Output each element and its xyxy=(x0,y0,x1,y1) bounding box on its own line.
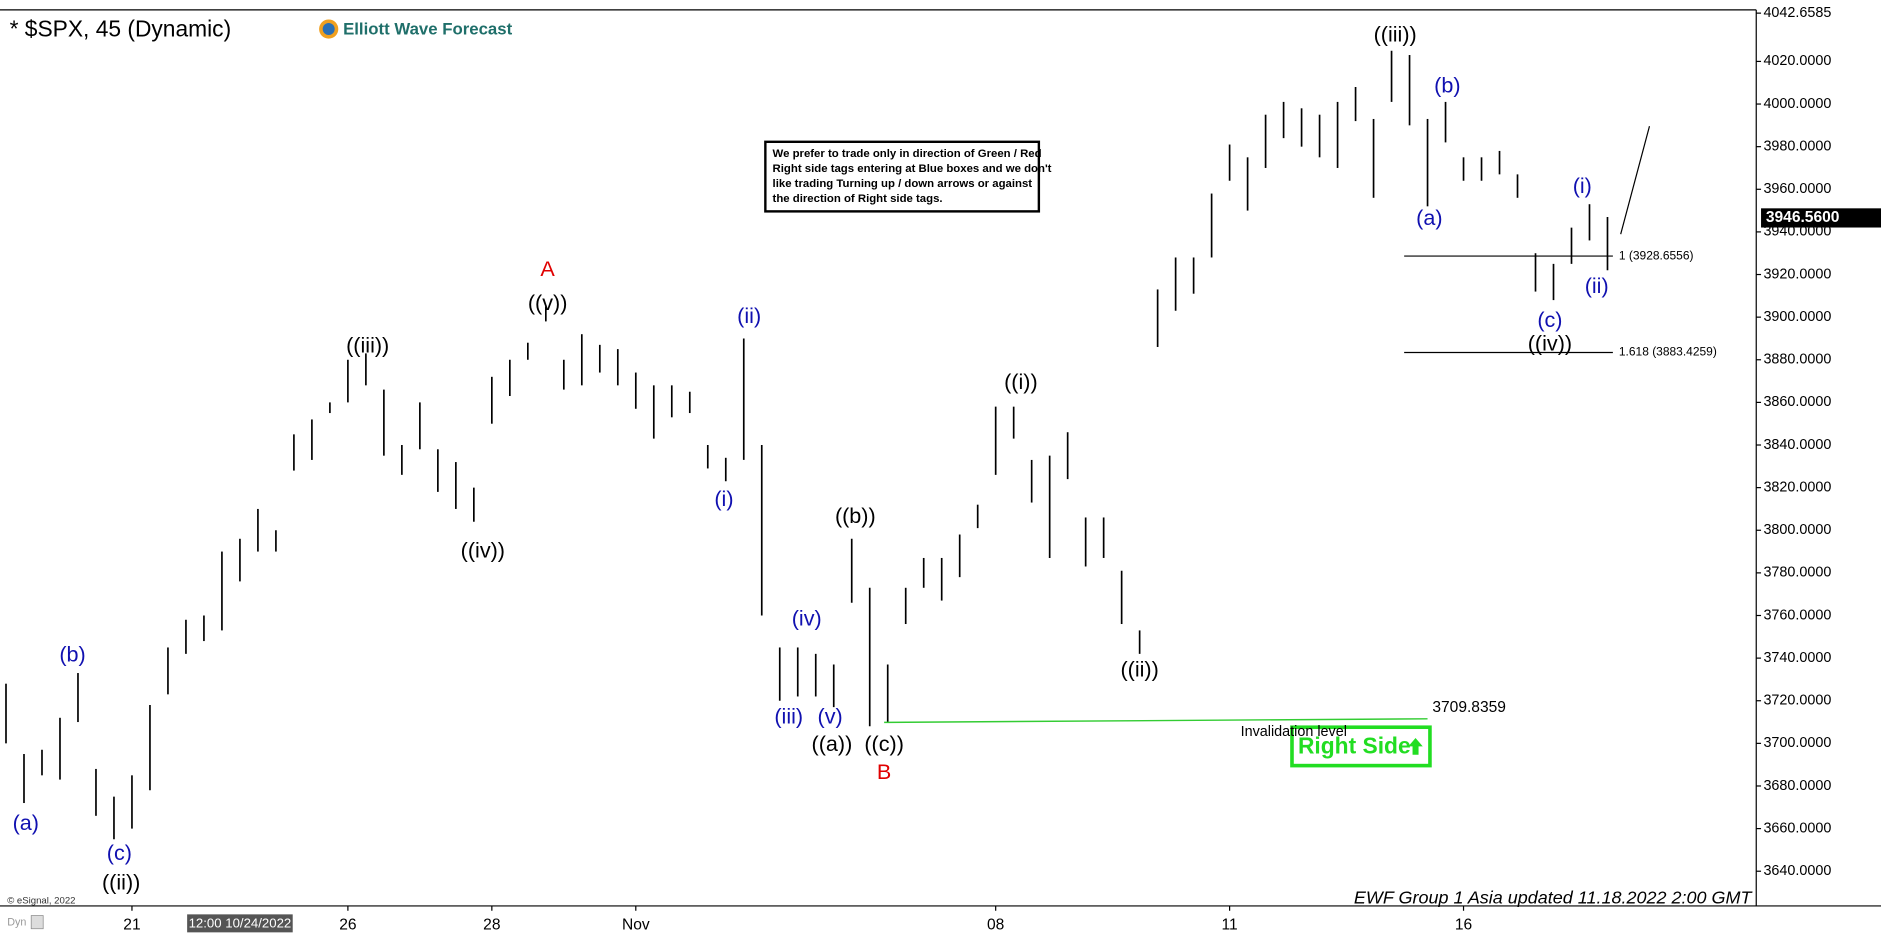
invalidation-line xyxy=(884,718,1428,724)
wave-label: (c) xyxy=(1537,307,1562,332)
note-line: like trading Turning up / down arrows or… xyxy=(773,178,1033,190)
y-tick-label: 3760.0000 xyxy=(1763,607,1831,623)
wave-label: ((v)) xyxy=(528,290,568,315)
last-price-box xyxy=(1761,208,1881,228)
y-tick-label: 3680.0000 xyxy=(1763,778,1831,794)
wave-label: ((iv)) xyxy=(461,537,505,562)
y-tick-label: 3980.0000 xyxy=(1763,138,1831,154)
y-tick-label: 3660.0000 xyxy=(1763,820,1831,836)
fib-level-label: 1 (3928.6556) xyxy=(1619,248,1694,262)
wave-label: ((iv)) xyxy=(1528,331,1572,356)
y-tick-label: 3780.0000 xyxy=(1763,565,1831,581)
right-side-tag: Right Side xyxy=(1298,733,1411,759)
brand: Elliott Wave Forecast xyxy=(343,20,513,39)
wave-label: ((ii)) xyxy=(1120,657,1158,682)
note-box xyxy=(764,140,1041,213)
wave-label: (b) xyxy=(59,642,85,667)
projection-line xyxy=(1620,126,1651,235)
wave-label: (a) xyxy=(1416,205,1442,230)
wave-label: (iv) xyxy=(792,605,822,630)
fib-level-label: 1.618 (3883.4259) xyxy=(1619,345,1717,359)
y-tick-label: 3880.0000 xyxy=(1763,352,1831,368)
up-arrow-icon xyxy=(1408,738,1423,755)
note-line: the direction of Right side tags. xyxy=(773,193,943,205)
wave-label: ((iii)) xyxy=(346,333,389,358)
y-tick-label: 3860.0000 xyxy=(1763,394,1831,410)
x-tick-label: 11 xyxy=(1222,916,1238,933)
y-tick-label: 3700.0000 xyxy=(1763,735,1831,751)
wave-label: (v) xyxy=(818,703,843,728)
y-tick-label: 3940.0000 xyxy=(1763,224,1831,240)
y-tick-label: 3840.0000 xyxy=(1763,437,1831,453)
wave-label: (i) xyxy=(1573,173,1592,198)
invalidation-label: Invalidation level xyxy=(1241,724,1347,740)
wave-label: (ii) xyxy=(737,303,761,328)
wave-label: ((iii)) xyxy=(1374,22,1417,47)
last-price-label: 3946.5600 xyxy=(1766,209,1840,226)
crosshair-label-box xyxy=(187,914,293,933)
wave-label: (ii) xyxy=(1585,273,1609,298)
invalidation-value: 3709.8359 xyxy=(1432,699,1506,716)
copyright: © eSignal, 2022 xyxy=(7,896,75,907)
x-tick-label: 21 xyxy=(123,916,140,933)
wave-label: (i) xyxy=(714,486,733,511)
note-line: Right side tags entering at Blue boxes a… xyxy=(773,163,1052,175)
y-tick-label: 3820.0000 xyxy=(1763,479,1831,495)
y-tick-label: 3640.0000 xyxy=(1763,863,1831,879)
y-tick-label: 3960.0000 xyxy=(1763,181,1831,197)
y-tick-label: 3800.0000 xyxy=(1763,522,1831,538)
logo-icon-inner xyxy=(322,23,335,36)
wave-label: (b) xyxy=(1434,73,1460,98)
x-tick-label: 08 xyxy=(987,916,1004,933)
wave-label: (c) xyxy=(107,840,132,865)
wave-label: ((a)) xyxy=(812,731,853,756)
y-tick-label: 4000.0000 xyxy=(1763,96,1831,112)
wave-label: ((b)) xyxy=(835,503,876,528)
right-side-box xyxy=(1290,725,1432,768)
note-line: We prefer to trade only in direction of … xyxy=(773,148,1042,160)
x-tick-label: 28 xyxy=(483,916,500,933)
mode-label: Dyn xyxy=(7,917,26,929)
x-tick-label: 26 xyxy=(339,916,356,933)
wave-label: ((c)) xyxy=(864,731,904,756)
y-tick-label: 4042.6585 xyxy=(1763,5,1831,21)
note: We prefer to trade only in direction of … xyxy=(773,148,1052,205)
footer: EWF Group 1 Asia updated 11.18.2022 2:00… xyxy=(1354,888,1754,908)
y-tick-label: 3920.0000 xyxy=(1763,266,1831,282)
y-tick-label: 3740.0000 xyxy=(1763,650,1831,666)
x-tick-label: Nov xyxy=(622,916,650,933)
wave-label: A xyxy=(540,256,555,281)
y-tick-label: 3720.0000 xyxy=(1763,693,1831,709)
y-tick-label: 4020.0000 xyxy=(1763,53,1831,69)
x-tick-label: 12:00 10/24/2022 xyxy=(189,915,292,930)
mode-icon xyxy=(30,915,44,930)
chart-title: * $SPX, 45 (Dynamic) xyxy=(10,15,232,41)
wave-label: ((ii)) xyxy=(102,870,140,895)
y-tick-label: 3900.0000 xyxy=(1763,309,1831,325)
brand-logo: Elliott Wave Forecast xyxy=(319,19,513,39)
x-tick-label: 16 xyxy=(1455,916,1472,933)
wave-label: ((i)) xyxy=(1004,369,1038,394)
wave-label: (iii) xyxy=(774,703,803,728)
wave-label: B xyxy=(877,759,891,784)
wave-label: (a) xyxy=(13,810,39,835)
